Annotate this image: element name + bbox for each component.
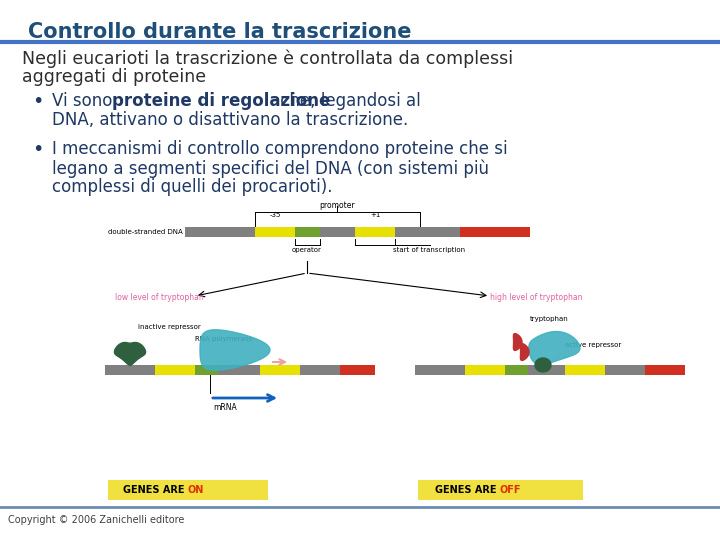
Bar <box>395 227 460 237</box>
Text: complessi di quelli dei procarioti).: complessi di quelli dei procarioti). <box>52 178 333 196</box>
Bar <box>295 227 320 237</box>
Bar <box>355 227 395 237</box>
Bar <box>185 227 255 237</box>
Text: RNA polymerase: RNA polymerase <box>195 336 253 342</box>
Text: mRNA: mRNA <box>213 403 237 412</box>
Text: active repressor: active repressor <box>565 342 621 348</box>
Bar <box>460 227 530 237</box>
Bar <box>195 365 218 375</box>
Text: DNA, attivano o disattivano la trascrizione.: DNA, attivano o disattivano la trascrizi… <box>52 111 408 129</box>
Text: legano a segmenti specifici del DNA (con sistemi più: legano a segmenti specifici del DNA (con… <box>52 159 489 178</box>
Text: GENES ARE: GENES ARE <box>435 485 500 495</box>
Text: GENES ARE: GENES ARE <box>123 485 188 495</box>
Text: che, legandosi al: che, legandosi al <box>275 92 420 110</box>
Text: •: • <box>32 140 43 159</box>
Bar <box>645 365 685 375</box>
Text: Negli eucarioti la trascrizione è controllata da complessi: Negli eucarioti la trascrizione è contro… <box>22 50 513 69</box>
Bar <box>565 365 605 375</box>
Bar <box>528 365 565 375</box>
Bar <box>260 365 300 375</box>
Text: Controllo durante la trascrizione: Controllo durante la trascrizione <box>28 22 412 42</box>
Bar <box>418 480 583 500</box>
Bar <box>465 365 505 375</box>
Text: I meccanismi di controllo comprendono proteine che si: I meccanismi di controllo comprendono pr… <box>52 140 508 158</box>
Bar <box>320 227 355 237</box>
Text: inactive repressor: inactive repressor <box>138 324 201 330</box>
Bar <box>605 365 645 375</box>
Text: ON: ON <box>188 485 204 495</box>
Text: Vi sono: Vi sono <box>52 92 123 110</box>
Polygon shape <box>528 332 580 364</box>
Bar <box>155 365 195 375</box>
Polygon shape <box>200 330 270 370</box>
Bar <box>505 365 528 375</box>
Text: -35: -35 <box>269 212 281 218</box>
Bar <box>415 365 465 375</box>
Text: proteine di regolazione: proteine di regolazione <box>112 92 330 110</box>
Bar <box>218 365 260 375</box>
Polygon shape <box>521 343 529 360</box>
Bar <box>105 365 155 375</box>
Text: start of transcription: start of transcription <box>393 247 465 253</box>
Text: low level of tryptophan: low level of tryptophan <box>115 293 204 302</box>
Bar <box>108 480 268 500</box>
Bar <box>255 227 295 237</box>
Text: •: • <box>32 92 43 111</box>
Text: double-stranded DNA: double-stranded DNA <box>108 229 183 235</box>
Text: OFF: OFF <box>500 485 521 495</box>
Bar <box>300 365 340 375</box>
Text: promoter: promoter <box>319 201 355 210</box>
Text: tryptophan: tryptophan <box>530 316 569 322</box>
Text: +1: +1 <box>370 212 380 218</box>
Polygon shape <box>535 358 551 372</box>
Bar <box>340 365 375 375</box>
Text: operator: operator <box>292 247 322 253</box>
Text: high level of tryptophan: high level of tryptophan <box>490 293 582 302</box>
Text: aggregati di proteine: aggregati di proteine <box>22 68 206 86</box>
Polygon shape <box>513 334 522 350</box>
Polygon shape <box>114 342 145 365</box>
Text: Copyright © 2006 Zanichelli editore: Copyright © 2006 Zanichelli editore <box>8 515 184 525</box>
